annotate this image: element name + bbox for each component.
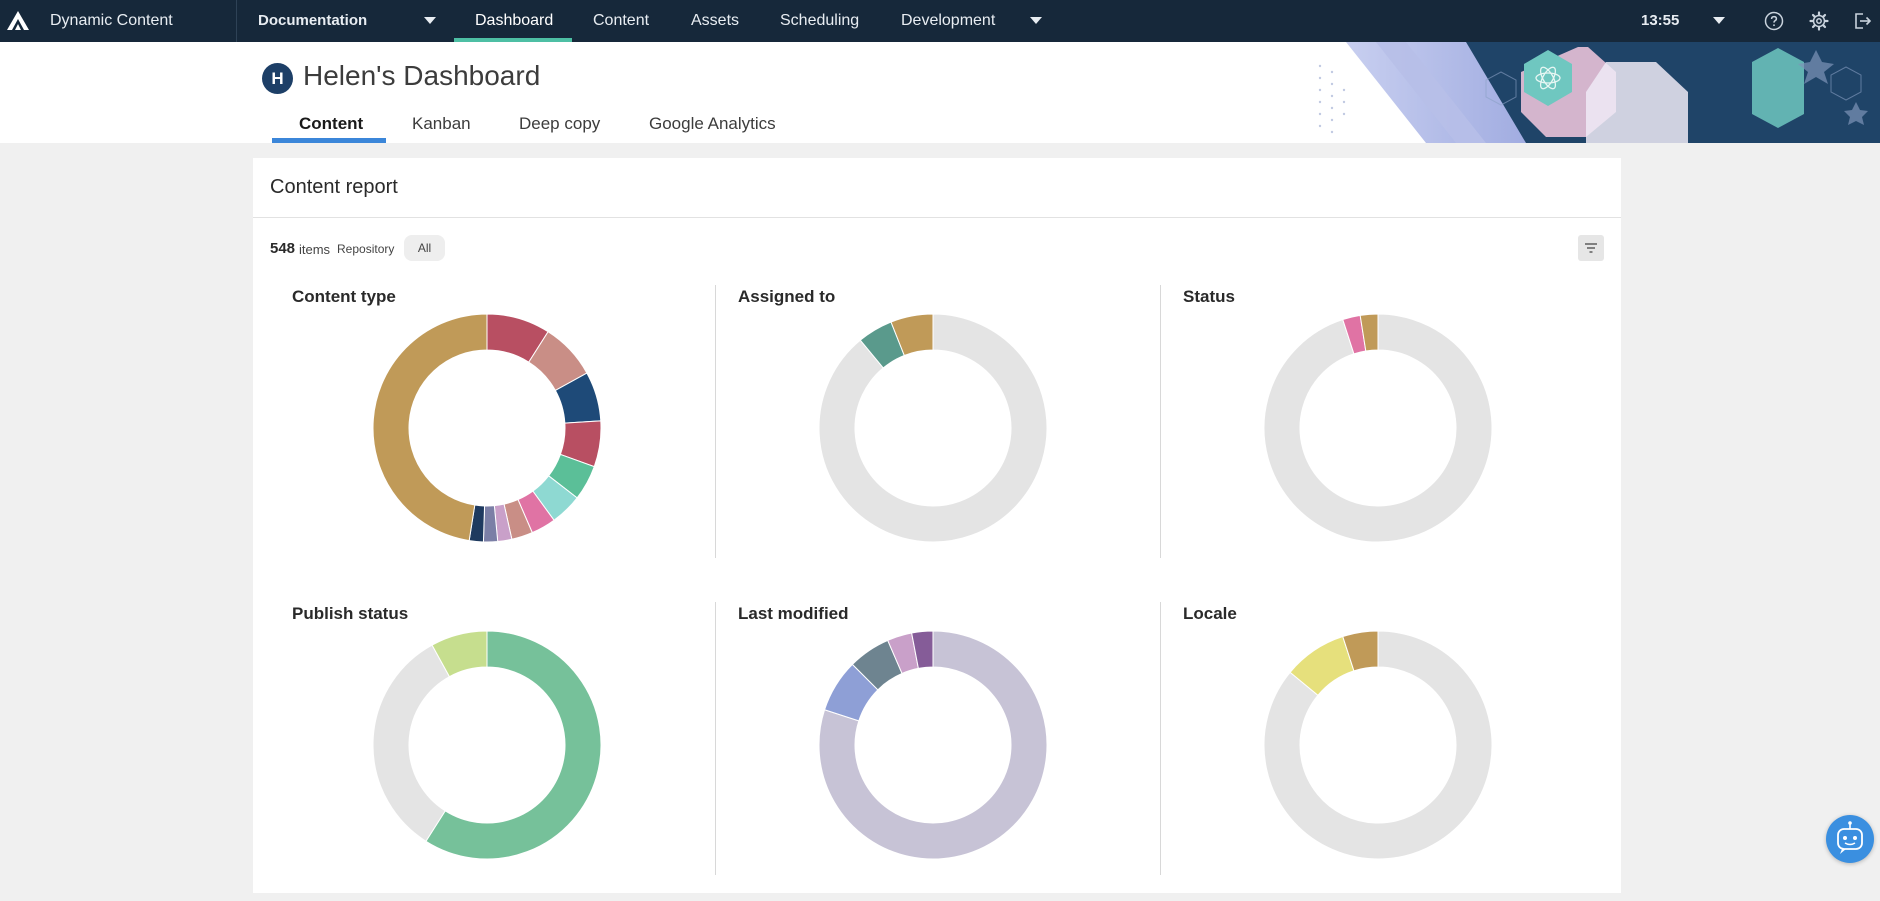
settings-icon[interactable] — [1808, 10, 1830, 32]
nav-development[interactable]: Development — [901, 12, 996, 29]
donut-chart-locale — [1263, 630, 1493, 860]
chatbot-button[interactable] — [1826, 815, 1874, 863]
repository-filter-pill[interactable]: All — [404, 235, 445, 261]
items-count-unit: items — [299, 242, 331, 257]
chart-title: Assigned to — [738, 287, 836, 306]
donut-slice-0[interactable] — [1263, 630, 1493, 860]
nav-active-indicator — [454, 38, 572, 42]
tab-active-indicator — [272, 138, 386, 143]
dashboard-header: H Helen's Dashboard Content Kanban Deep … — [0, 42, 1880, 143]
help-icon[interactable] — [1763, 10, 1785, 32]
tab-kanban[interactable]: Kanban — [412, 114, 471, 133]
donut-chart-content-type — [372, 313, 602, 543]
card-title: Content report — [270, 176, 398, 198]
donut-slice-2[interactable] — [1342, 630, 1379, 672]
donut-slice-0[interactable] — [818, 313, 1048, 543]
hub-dropdown-icon[interactable] — [424, 17, 436, 24]
donut-slice-0[interactable] — [1263, 313, 1493, 543]
filter-icon — [1585, 243, 1597, 253]
donut-slice-0[interactable] — [425, 630, 602, 860]
schedule-time[interactable]: 13:55 — [1641, 12, 1680, 29]
donut-slice-1[interactable] — [372, 644, 451, 842]
chart-title: Locale — [1183, 604, 1237, 623]
logout-icon[interactable] — [1851, 10, 1873, 32]
donut-slice-11[interactable] — [372, 313, 488, 542]
chart-title: Last modified — [738, 604, 849, 623]
time-dropdown-icon[interactable] — [1713, 17, 1725, 24]
donut-chart-last-modified — [818, 630, 1048, 860]
hub-selector[interactable]: Documentation — [258, 12, 368, 29]
donut-slice-2[interactable] — [1359, 313, 1379, 352]
app-name: Dynamic Content — [50, 12, 173, 29]
chatbot-icon — [1837, 821, 1863, 854]
amplience-logo-icon[interactable] — [6, 10, 30, 32]
tab-deep-copy[interactable]: Deep copy — [519, 114, 601, 133]
donut-chart-publish-status — [372, 630, 602, 860]
tab-google-analytics[interactable]: Google Analytics — [649, 114, 776, 133]
donut-slice-2[interactable] — [431, 630, 488, 678]
nav-dashboard[interactable]: Dashboard — [475, 12, 554, 29]
nav-scheduling[interactable]: Scheduling — [780, 12, 860, 29]
donut-slice-2[interactable] — [890, 313, 934, 357]
chart-divider — [715, 285, 716, 558]
donut-slice-0[interactable] — [818, 630, 1048, 860]
donut-slice-4[interactable] — [911, 630, 934, 669]
chart-divider — [715, 602, 716, 875]
chart-divider — [1160, 285, 1161, 558]
nav-content[interactable]: Content — [593, 12, 650, 29]
content-report-card: Content report 548 items Repository All … — [253, 158, 1621, 893]
items-count: 548 — [270, 240, 296, 257]
chart-title: Content type — [292, 287, 396, 306]
nav-assets[interactable]: Assets — [691, 12, 740, 29]
donut-chart-status — [1263, 313, 1493, 543]
filter-button[interactable] — [1578, 235, 1604, 261]
donut-chart-assigned-to — [818, 313, 1048, 543]
tab-content[interactable]: Content — [299, 114, 364, 133]
chart-title: Publish status — [292, 604, 409, 623]
repository-label: Repository — [337, 242, 395, 256]
chart-title: Status — [1183, 287, 1235, 306]
development-dropdown-icon[interactable] — [1030, 17, 1042, 24]
header-banner-illustration — [1316, 42, 1880, 143]
avatar: H — [262, 63, 293, 94]
page-title: Helen's Dashboard — [303, 60, 541, 91]
top-navigation-bar: Dynamic Content Documentation Dashboard … — [0, 0, 1880, 42]
chart-divider — [1160, 602, 1161, 875]
topbar-divider — [236, 0, 237, 42]
card-separator — [253, 217, 1621, 218]
